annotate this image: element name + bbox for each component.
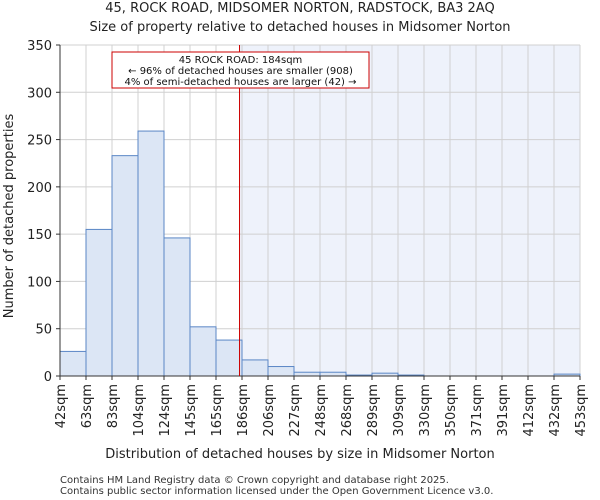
x-tick-label-104sqm: 104sqm xyxy=(132,384,147,437)
bar-124sqm xyxy=(163,237,191,377)
x-tick-label-63sqm: 63sqm xyxy=(80,384,95,428)
x-tick-label-289sqm: 289sqm xyxy=(366,384,381,437)
bar-186sqm xyxy=(241,359,269,377)
bar-165sqm xyxy=(215,339,243,377)
x-tick-label-412sqm: 412sqm xyxy=(522,384,537,437)
bar-104sqm xyxy=(137,130,165,377)
x-axis-label: Distribution of detached houses by size … xyxy=(105,447,495,462)
x-tick-label-350sqm: 350sqm xyxy=(444,384,459,437)
x-tick-label-330sqm: 330sqm xyxy=(418,384,433,437)
footer-line-2: Contains public sector information licen… xyxy=(60,486,493,497)
x-tick-label-432sqm: 432sqm xyxy=(548,384,563,437)
y-tick-label-50: 50 xyxy=(35,323,52,338)
x-tick-label-453sqm: 453sqm xyxy=(574,384,589,437)
x-tick-label-371sqm: 371sqm xyxy=(470,384,485,437)
bar-145sqm xyxy=(189,326,217,377)
bar-63sqm xyxy=(85,228,113,377)
y-tick-label-300: 300 xyxy=(27,86,52,101)
plot-area: 0 50 100 150 200 250 300 350 42sqm 63sqm 83sqm 104s… xyxy=(27,39,589,437)
x-tick-label-83sqm: 83sqm xyxy=(106,384,121,428)
bar-227sqm xyxy=(293,371,321,377)
y-tick-label-0: 0 xyxy=(44,370,52,385)
x-tick-label-124sqm: 124sqm xyxy=(158,384,173,437)
bar-83sqm xyxy=(111,155,139,377)
x-tick-label-206sqm: 206sqm xyxy=(262,384,277,437)
x-tick-label-268sqm: 268sqm xyxy=(340,384,355,437)
annotation-larger: 4% of semi-detached houses are larger (4… xyxy=(124,77,356,88)
highlight-region xyxy=(239,45,580,376)
x-tick-label-145sqm: 145sqm xyxy=(184,384,199,437)
annotation-smaller: ← 96% of detached houses are smaller (90… xyxy=(128,66,353,77)
annotation-box xyxy=(111,51,370,89)
x-tick-label-42sqm: 42sqm xyxy=(54,384,69,428)
y-tick-label-100: 100 xyxy=(27,275,52,290)
bar-42sqm xyxy=(59,350,87,377)
x-tick-label-309sqm: 309sqm xyxy=(392,384,407,437)
y-tick-label-250: 250 xyxy=(27,134,52,149)
y-tick-label-200: 200 xyxy=(27,181,52,196)
footer-line-1: Contains HM Land Registry data © Crown c… xyxy=(60,475,449,486)
x-tick-label-186sqm: 186sqm xyxy=(236,384,251,437)
bar-248sqm xyxy=(319,371,347,377)
y-tick-label-150: 150 xyxy=(27,228,52,243)
chart-subtitle: Size of property relative to detached ho… xyxy=(89,20,510,35)
bar-206sqm xyxy=(267,366,295,377)
y-tick-label-350: 350 xyxy=(27,39,52,54)
x-tick-label-248sqm: 248sqm xyxy=(314,384,329,437)
x-tick-label-391sqm: 391sqm xyxy=(496,384,511,437)
y-axis-label: Number of detached properties xyxy=(2,114,17,319)
chart-title: 45, ROCK ROAD, MIDSOMER NORTON, RADSTOCK… xyxy=(105,1,494,16)
x-tick-label-227sqm: 227sqm xyxy=(288,384,303,437)
annotation-title: 45 ROCK ROAD: 184sqm xyxy=(179,55,303,66)
x-tick-label-165sqm: 165sqm xyxy=(210,384,225,437)
